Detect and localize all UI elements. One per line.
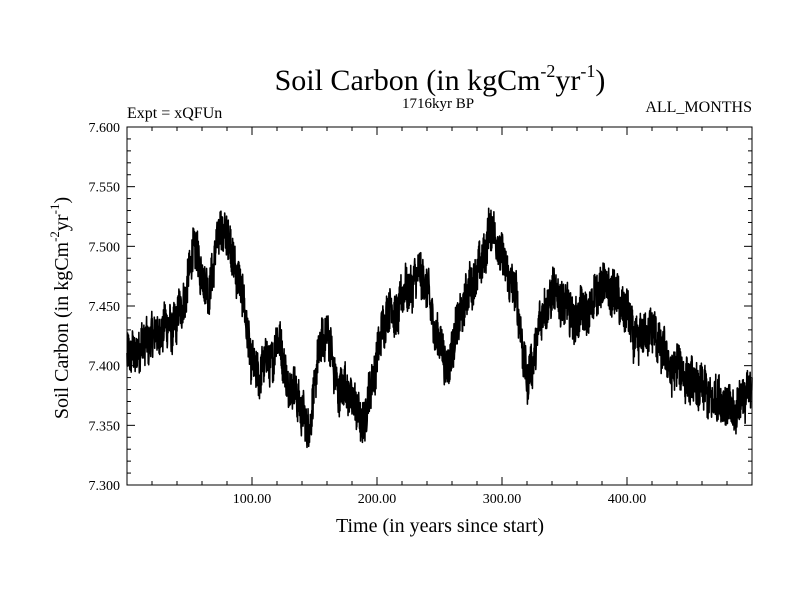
y-axis-label-sup2: -1 — [47, 204, 62, 215]
y-tick-label: 7.600 — [89, 121, 121, 136]
y-tick-label: 7.450 — [89, 300, 121, 315]
chart-title: Soil Carbon (in kgCm-2yr-1) — [275, 61, 606, 97]
x-axis-label: Time (in years since start) — [336, 515, 544, 537]
chart-title-end: ) — [595, 64, 605, 97]
plot-frame — [126, 126, 753, 486]
y-axis-label-sup1: -2 — [47, 231, 62, 242]
y-axis-label-main: Soil Carbon (in kgCm — [51, 241, 73, 419]
plot-layer: 100.00 200.00 300.00 400.00 7.300 7.350 7.400 7… — [89, 121, 753, 507]
y-tick-label: 7.550 — [89, 181, 121, 196]
y-tick-label: 7.400 — [89, 360, 121, 375]
period-label: 1716kyr BP — [402, 96, 474, 112]
months-label: ALL_MONTHS — [645, 99, 752, 116]
experiment-label: Expt = xQFUn — [127, 105, 222, 122]
y-axis-label-mid: yr — [51, 214, 73, 231]
chart-title-main: Soil Carbon (in kgCm — [275, 64, 541, 97]
x-tick-label: 100.00 — [233, 492, 272, 507]
chart-title-sup2: -1 — [580, 61, 595, 81]
x-tick-label: 300.00 — [483, 492, 522, 507]
y-tick-label: 7.500 — [89, 240, 121, 255]
x-tick-label: 400.00 — [608, 492, 647, 507]
y-tick-label: 7.300 — [89, 479, 121, 494]
y-axis-label: Soil Carbon (in kgCm-2yr-1) — [47, 197, 73, 419]
series-line-0 — [126, 207, 753, 449]
chart-title-mid: yr — [555, 64, 580, 97]
x-tick-label: 200.00 — [358, 492, 397, 507]
y-tick-label: 7.350 — [89, 419, 121, 434]
y-axis-label-end: ) — [51, 197, 73, 204]
chart-title-sup1: -2 — [540, 61, 555, 81]
